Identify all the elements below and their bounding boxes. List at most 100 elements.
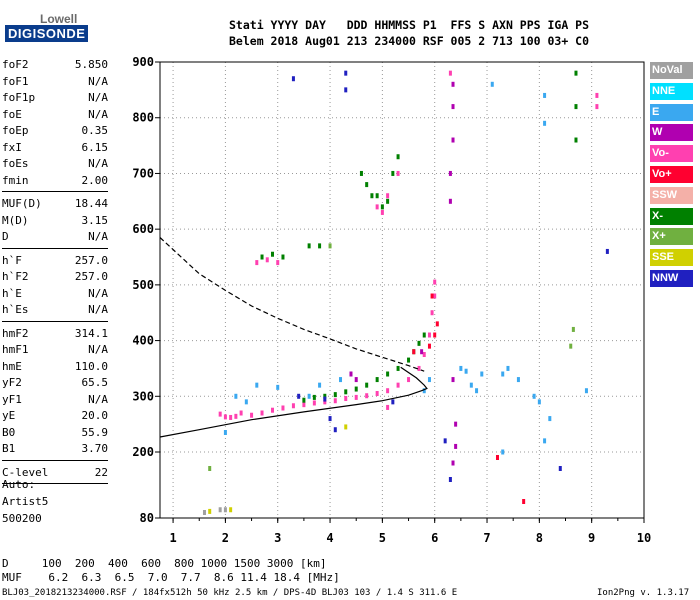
footer-file-info: BLJ03_2018213234000.RSF / 184fx512h 50 k… bbox=[2, 588, 458, 598]
legend-item: SSE bbox=[650, 249, 693, 267]
echo-point bbox=[391, 170, 395, 176]
echo-point bbox=[448, 170, 452, 176]
echo-point bbox=[420, 349, 424, 355]
echo-point bbox=[558, 466, 562, 471]
echo-point bbox=[328, 416, 332, 422]
echo-point bbox=[307, 243, 311, 249]
legend-item: X- bbox=[650, 207, 693, 225]
param-row: h`Es N/A bbox=[2, 303, 108, 318]
echo-point bbox=[318, 382, 322, 388]
echo-point bbox=[543, 438, 547, 444]
chart-grid bbox=[160, 62, 644, 518]
echo-point bbox=[239, 410, 243, 416]
param-row: MUF(D) 18.44 bbox=[2, 197, 108, 212]
x-tick-label: 9 bbox=[588, 531, 595, 545]
echo-point bbox=[417, 340, 421, 346]
auto-code: 500200 bbox=[2, 512, 42, 525]
echo-point bbox=[344, 70, 348, 76]
echo-point bbox=[396, 170, 400, 176]
echo-point bbox=[375, 377, 379, 383]
echo-point bbox=[328, 243, 332, 249]
param-row: fmin 2.00 bbox=[2, 174, 108, 189]
echo-point bbox=[427, 332, 431, 338]
echo-point bbox=[569, 343, 573, 349]
echo-point bbox=[260, 254, 264, 260]
param-value: N/A bbox=[88, 343, 108, 356]
echo-point bbox=[443, 438, 447, 444]
echo-point bbox=[208, 508, 212, 514]
param-row: foE N/A bbox=[2, 108, 108, 123]
echo-point bbox=[312, 394, 316, 400]
echo-point bbox=[339, 377, 343, 383]
dashed-profile-curve bbox=[159, 237, 425, 372]
param-row: h`E N/A bbox=[2, 287, 108, 302]
echo-point bbox=[365, 182, 369, 188]
param-row: hmE 110.0 bbox=[2, 360, 108, 375]
param-row: yE 20.0 bbox=[2, 409, 108, 424]
echo-point bbox=[354, 377, 358, 383]
y-tick-label: 400 bbox=[132, 334, 154, 348]
echo-point bbox=[208, 466, 212, 471]
echo-point bbox=[344, 87, 348, 93]
echo-point bbox=[433, 332, 437, 338]
param-value: 5.850 bbox=[74, 58, 108, 71]
echo-point bbox=[574, 137, 578, 143]
param-label: hmF1 bbox=[2, 343, 29, 356]
echo-point bbox=[459, 365, 463, 371]
echo-point bbox=[448, 198, 452, 204]
param-value: N/A bbox=[88, 303, 108, 316]
echo-point bbox=[297, 393, 301, 399]
param-row: foF1 N/A bbox=[2, 75, 108, 90]
header-values: Belem 2018 Aug01 213 234000 RSF 005 2 71… bbox=[229, 34, 590, 48]
param-value: N/A bbox=[88, 107, 108, 121]
echo-point bbox=[386, 371, 390, 377]
echo-point bbox=[386, 404, 390, 410]
echo-point bbox=[244, 399, 248, 405]
echo-point bbox=[595, 92, 599, 98]
y-tick-label: 800 bbox=[132, 111, 154, 125]
echo-point bbox=[396, 365, 400, 371]
legend-item: X+ bbox=[650, 228, 693, 246]
echo-point bbox=[265, 257, 269, 263]
x-tick-label: 2 bbox=[222, 531, 229, 545]
plot-frame bbox=[159, 61, 645, 519]
echo-point bbox=[229, 414, 233, 420]
param-label: yF1 bbox=[2, 392, 22, 406]
echo-point bbox=[495, 455, 499, 460]
param-row: hmF1 N/A bbox=[2, 343, 108, 358]
param-value: N/A bbox=[88, 91, 108, 104]
echo-point bbox=[430, 310, 434, 316]
param-separator bbox=[2, 483, 108, 484]
param-separator bbox=[2, 247, 108, 249]
param-label: fmin bbox=[2, 173, 29, 187]
x-tick-label: 7 bbox=[483, 531, 490, 545]
echo-point bbox=[490, 81, 494, 87]
x-tick-label: 6 bbox=[431, 531, 438, 545]
echo-point bbox=[543, 120, 547, 126]
param-value: 110.0 bbox=[74, 359, 108, 373]
auto-artist: Artist5 bbox=[2, 495, 49, 508]
echo-point bbox=[281, 405, 285, 411]
echo-point bbox=[501, 449, 505, 455]
echo-point bbox=[407, 357, 411, 363]
echo-point bbox=[584, 388, 588, 394]
echo-point bbox=[480, 371, 484, 377]
param-label: foEs bbox=[2, 157, 29, 170]
echo-point bbox=[223, 414, 227, 420]
echo-point bbox=[433, 279, 437, 285]
param-label: D bbox=[2, 230, 9, 243]
x-tick-label: 10 bbox=[637, 531, 651, 545]
param-row: yF2 65.5 bbox=[2, 376, 108, 391]
echo-point bbox=[537, 399, 541, 405]
param-separator bbox=[2, 320, 108, 322]
echo-point bbox=[464, 368, 468, 374]
param-value: 65.5 bbox=[81, 376, 109, 389]
param-value: N/A bbox=[88, 74, 108, 88]
echo-point bbox=[270, 251, 274, 257]
echo-point bbox=[229, 507, 233, 513]
param-row: hmF2 314.1 bbox=[2, 327, 108, 342]
param-value: 3.15 bbox=[81, 213, 109, 227]
param-value: 257.0 bbox=[74, 270, 108, 283]
param-value: 2.00 bbox=[81, 173, 109, 187]
echo-point bbox=[307, 393, 311, 399]
